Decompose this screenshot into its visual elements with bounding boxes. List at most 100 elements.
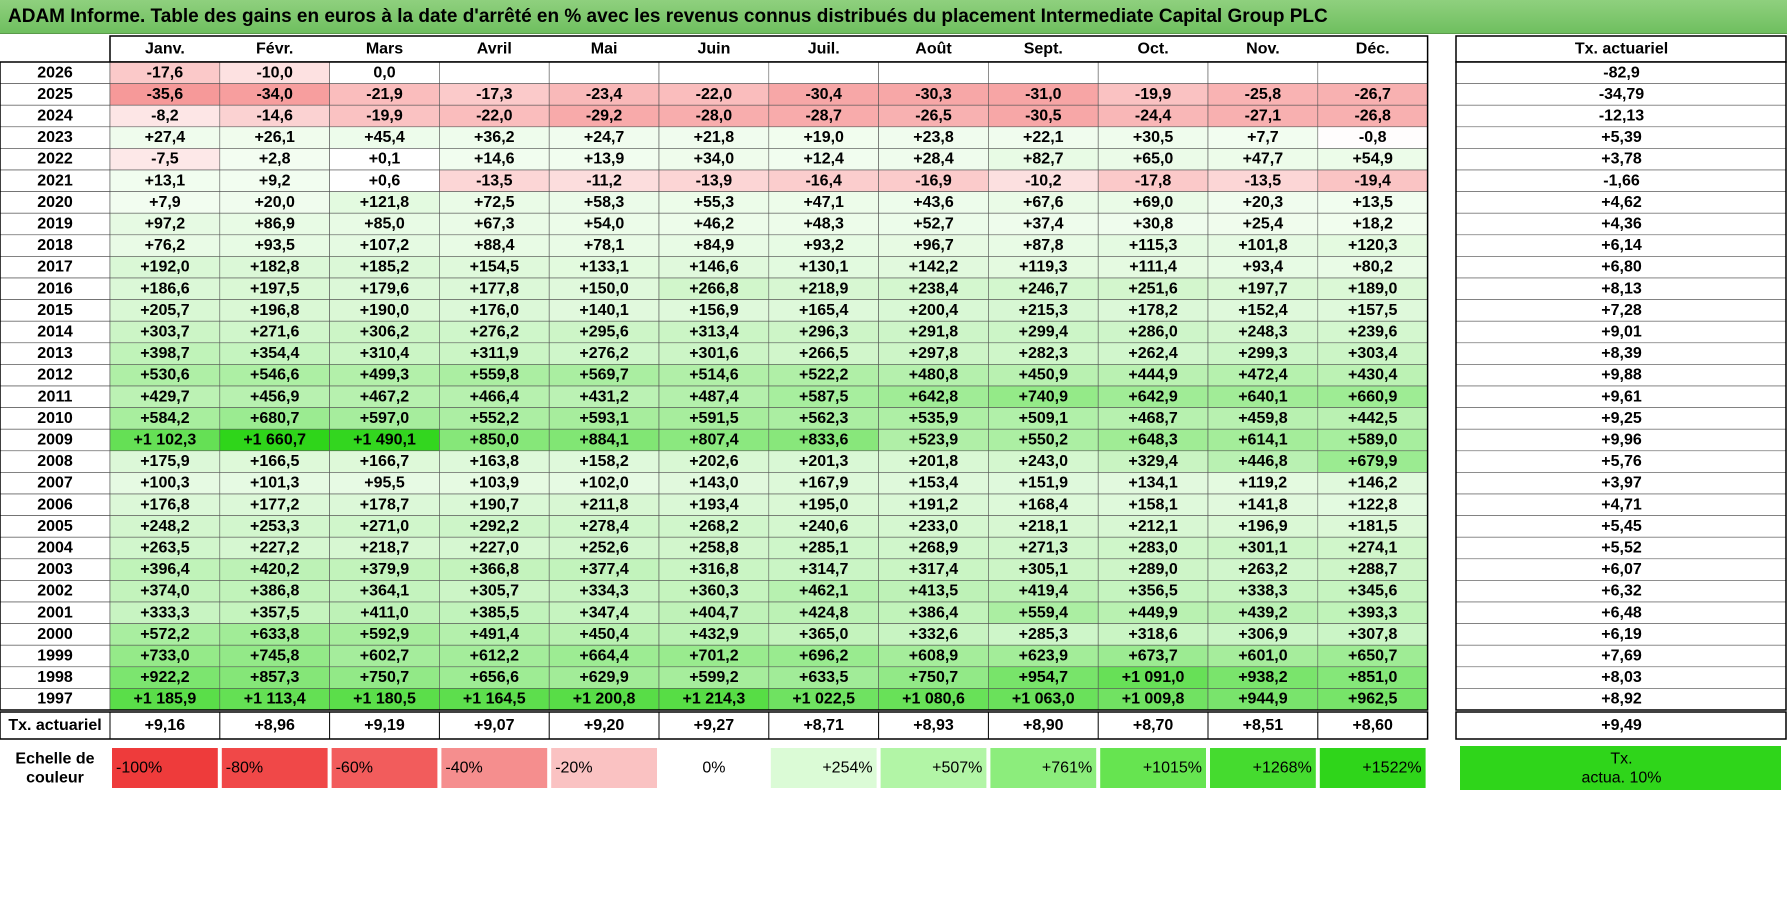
column-header-5: Mai xyxy=(591,41,618,58)
cell-value: +58,3 xyxy=(584,194,625,211)
cell-value: +190,7 xyxy=(470,496,519,513)
cell-value: +559,4 xyxy=(1019,604,1068,621)
cell-value: +623,9 xyxy=(1019,648,1068,665)
actuarial-value: +9,96 xyxy=(1601,432,1642,449)
year-label: 2013 xyxy=(37,345,73,362)
cell-value: +1 185,9 xyxy=(134,691,197,708)
footer-total-value: +9,49 xyxy=(1601,717,1642,734)
cell-value: +20,0 xyxy=(254,194,295,211)
cell-value: +318,6 xyxy=(1128,626,1177,643)
cell-value: +179,6 xyxy=(360,280,409,297)
cell-value: +266,5 xyxy=(799,345,848,362)
cell-value: +93,2 xyxy=(803,237,844,254)
cell-value: +48,3 xyxy=(803,216,844,233)
cell-value: +297,8 xyxy=(909,345,958,362)
cell-value: +181,5 xyxy=(1348,518,1397,535)
table-cell xyxy=(768,61,879,84)
cell-value: +807,4 xyxy=(689,432,738,449)
cell-value: +733,0 xyxy=(140,648,189,665)
cell-value: +154,5 xyxy=(470,259,519,276)
scale-label-line2: couleur xyxy=(26,770,84,787)
actuarial-value: +8,39 xyxy=(1601,345,1642,362)
cell-value: +190,0 xyxy=(360,302,409,319)
cell-value: +55,3 xyxy=(694,194,735,211)
cell-value: +253,3 xyxy=(250,518,299,535)
cell-value: +288,7 xyxy=(1348,561,1397,578)
cell-value: +612,2 xyxy=(470,648,519,665)
cell-value: +163,8 xyxy=(470,453,519,470)
cell-value: +303,7 xyxy=(140,324,189,341)
cell-value: +413,5 xyxy=(909,583,958,600)
cell-value: +218,9 xyxy=(799,280,848,297)
cell-value: +43,6 xyxy=(913,194,954,211)
cell-value: +679,9 xyxy=(1348,453,1397,470)
cell-value: +197,7 xyxy=(1238,280,1287,297)
cell-value: +200,4 xyxy=(909,302,958,319)
scale-label: 0% xyxy=(702,760,725,777)
cell-value: +158,2 xyxy=(579,453,628,470)
footer-value: +8,71 xyxy=(803,717,844,734)
cell-value: +274,1 xyxy=(1348,540,1397,557)
year-label: 2000 xyxy=(37,626,73,643)
cell-value: +2,8 xyxy=(259,151,291,168)
cell-value: +305,1 xyxy=(1019,561,1068,578)
cell-value: +745,8 xyxy=(250,648,299,665)
cell-value: +151,9 xyxy=(1019,475,1068,492)
cell-value: +356,5 xyxy=(1128,583,1177,600)
scale-swatch xyxy=(441,748,548,788)
cell-value: +599,2 xyxy=(689,669,738,686)
cell-value: +1 009,8 xyxy=(1122,691,1185,708)
year-label: 2001 xyxy=(37,604,73,621)
scale-swatch xyxy=(112,748,218,788)
scale-actuarial-line2: actua. 10% xyxy=(1581,770,1661,787)
cell-value: -19,9 xyxy=(1135,86,1172,103)
cell-value: +97,2 xyxy=(145,216,186,233)
year-label: 2026 xyxy=(37,64,73,81)
cell-value: +1 214,3 xyxy=(683,691,746,708)
scale-label: +1015% xyxy=(1143,760,1202,777)
cell-value: +1 164,5 xyxy=(463,691,526,708)
column-header-10: Oct. xyxy=(1138,41,1169,58)
cell-value: +143,0 xyxy=(689,475,738,492)
actuarial-value: +8,03 xyxy=(1601,669,1642,686)
cell-value: +431,2 xyxy=(579,388,628,405)
cell-value: +283,0 xyxy=(1128,540,1177,557)
cell-value: +833,6 xyxy=(799,432,848,449)
cell-value: +18,2 xyxy=(1352,216,1393,233)
cell-value: +121,8 xyxy=(360,194,409,211)
cell-value: +589,0 xyxy=(1348,432,1397,449)
cell-value: -26,7 xyxy=(1354,86,1391,103)
cell-value: +449,9 xyxy=(1128,604,1177,621)
cell-value: +404,7 xyxy=(689,604,738,621)
column-header-6: Juin xyxy=(697,41,730,58)
cell-value: +1 180,5 xyxy=(353,691,416,708)
actuarial-value: +7,28 xyxy=(1601,302,1642,319)
year-label: 2024 xyxy=(37,108,73,125)
cell-value: +146,6 xyxy=(689,259,738,276)
cell-value: +1 660,7 xyxy=(243,432,306,449)
cell-value: +13,9 xyxy=(584,151,625,168)
cell-value: +286,0 xyxy=(1128,324,1177,341)
scale-label: +761% xyxy=(1042,760,1092,777)
cell-value: +156,9 xyxy=(689,302,738,319)
cell-value: +178,2 xyxy=(1128,302,1177,319)
actuarial-value: +9,61 xyxy=(1601,388,1642,405)
cell-value: +111,4 xyxy=(1129,259,1177,276)
year-label: 2017 xyxy=(37,259,73,276)
cell-value: -26,8 xyxy=(1354,108,1391,125)
cell-value: +218,1 xyxy=(1019,518,1068,535)
cell-value: +310,4 xyxy=(360,345,409,362)
cell-value: +246,7 xyxy=(1019,280,1068,297)
cell-value: +642,9 xyxy=(1128,388,1177,405)
cell-value: -8,2 xyxy=(151,108,179,125)
cell-value: +103,9 xyxy=(470,475,519,492)
cell-value: +296,3 xyxy=(799,324,848,341)
cell-value: -19,9 xyxy=(366,108,403,125)
scale-label: +1522% xyxy=(1362,760,1421,777)
footer-total-cell xyxy=(1455,711,1787,740)
cell-value: +0,6 xyxy=(369,172,401,189)
cell-value: +157,5 xyxy=(1348,302,1397,319)
cell-value: +364,1 xyxy=(360,583,409,600)
cell-value: -22,0 xyxy=(476,108,513,125)
cell-value: +374,0 xyxy=(140,583,189,600)
